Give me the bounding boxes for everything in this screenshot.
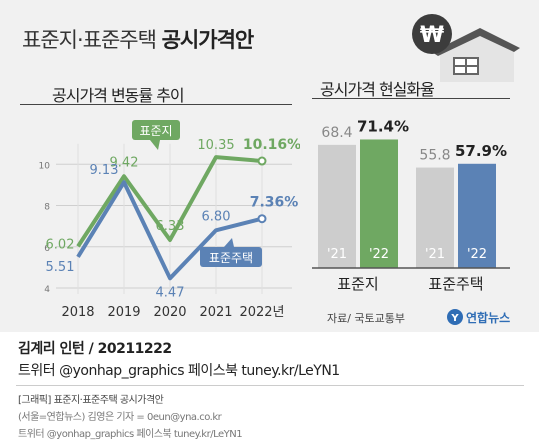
bar-year-label: '21 — [327, 247, 347, 262]
x-tick-label: 2019 — [107, 305, 140, 320]
data-label: 9.13 — [90, 163, 119, 178]
data-label: 7.36% — [250, 195, 299, 211]
x-tick-label: 2018 — [61, 305, 94, 320]
series-endpoint — [257, 214, 267, 224]
title-bold: 공시가격안 — [161, 28, 255, 52]
data-label: 9.42 — [110, 155, 139, 170]
svg-text:₩: ₩ — [420, 23, 444, 48]
data-label: 5.51 — [46, 260, 75, 275]
bar — [318, 144, 356, 268]
x-tick-label: 2021 — [199, 305, 232, 320]
infographic-card: 표준지·표준주택 공시가격안 ₩ 공시가격 변동률 추이 공시가격 현실화율 4… — [0, 0, 539, 332]
social-links: 트위터 @yonhap_graphics 페이스북 tuney.kr/LeYN1 — [18, 363, 340, 379]
y-tick-label: 6 — [44, 244, 50, 254]
category-label: 표준주택 — [428, 275, 483, 293]
bar-value-label: 71.4% — [357, 117, 409, 135]
bar-value-label: 55.8 — [419, 148, 450, 164]
y-tick-label: 4 — [44, 285, 50, 295]
line-chart-title-rule — [20, 104, 292, 105]
caption-social: 트위터 @yonhap_graphics 페이스북 tuney.kr/LeYN1 — [18, 429, 243, 440]
won-house-icon: ₩ — [412, 14, 520, 82]
page-title: 표준지·표준주택 공시가격안 — [22, 24, 255, 54]
bar-value-label: 68.4 — [321, 125, 352, 141]
bar-chart-title: 공시가격 현실화율 — [320, 80, 435, 99]
bar-value-label: 57.9% — [455, 142, 507, 160]
bar-year-label: '22 — [369, 247, 389, 262]
legend-box-land — [132, 120, 180, 140]
bar — [458, 163, 496, 268]
legend-label-housing: 표준주택 — [209, 251, 253, 265]
legend-label-land: 표준지 — [139, 124, 172, 138]
data-label: 6.33 — [156, 219, 185, 234]
data-label: 6.80 — [202, 209, 231, 224]
x-tick-label: 2022년 — [239, 305, 284, 320]
bar-chart-title-rule — [312, 98, 510, 99]
source-label: 자료/ 국토교통부 — [327, 312, 405, 325]
yonhap-logo-glyph: Y — [450, 313, 459, 324]
series-line-housing — [76, 180, 263, 281]
bar-year-label: '21 — [425, 247, 445, 262]
title-prefix: 표준지·표준주택 — [22, 28, 157, 52]
x-tick-label: 2020 — [153, 305, 186, 320]
series-endpoint — [257, 156, 267, 166]
data-label: 10.16% — [243, 137, 300, 153]
y-tick-label: 10 — [39, 161, 51, 171]
author-credit: 김계리 인턴 / 20211222 — [18, 341, 172, 357]
yonhap-logo-icon — [447, 309, 463, 325]
line-chart: 4 6 8 10 2018 2019 2020 2021 2022년 6.02 9.42 6.33 10… — [39, 120, 300, 320]
bar — [416, 167, 454, 268]
bar-year-label: '22 — [467, 247, 487, 262]
footer-divider — [16, 385, 524, 386]
data-label: 10.35 — [197, 138, 234, 153]
caption-title: [그래픽] 표준지·표준주택 공시가격안 — [18, 395, 164, 406]
data-label: 6.02 — [46, 237, 75, 252]
legend-pointer-housing — [224, 238, 234, 247]
category-label: 표준지 — [337, 275, 378, 293]
legend-box-housing — [200, 247, 262, 267]
series-line-land — [76, 155, 263, 248]
y-tick-label: 8 — [44, 203, 50, 213]
bar-chart: '21 68.4 '22 71.4% 표준지 '21 55.8 '22 57.9% 표준주택자료/… — [312, 117, 510, 325]
data-label: 4.47 — [156, 285, 185, 300]
line-chart-title: 공시가격 변동률 추이 — [52, 86, 185, 105]
yonhap-logo-text: 연합뉴스 — [466, 310, 510, 325]
legend-pointer-land — [150, 140, 160, 150]
caption-byline: (서울=연합뉴스) 김영은 기자 = 0eun@yna.co.kr — [18, 412, 222, 423]
bar — [360, 139, 398, 268]
